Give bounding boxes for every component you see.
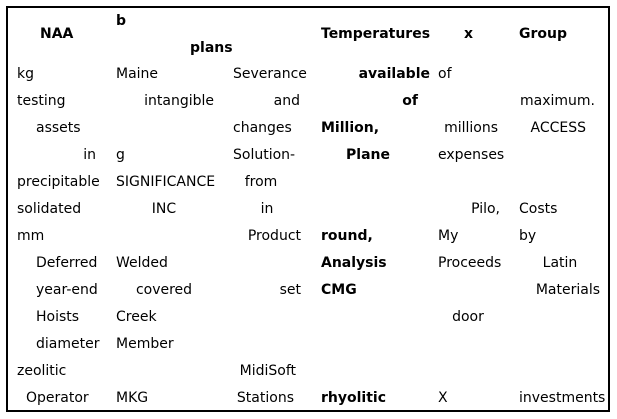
table-cell: in: [83, 147, 96, 163]
table-cell: Solution-: [233, 147, 296, 163]
table-cell: Materials: [535, 282, 600, 298]
header-x: x: [464, 26, 474, 42]
table-cell: MKG: [116, 390, 149, 406]
table-cell: Maine: [116, 66, 159, 82]
table-cell: rhyolitic: [321, 390, 387, 406]
table-frame: [6, 6, 610, 412]
table-cell: Severance: [233, 66, 307, 82]
table-cell: mm: [17, 228, 45, 244]
table-cell: solidated: [17, 201, 82, 217]
table-cell: by: [519, 228, 537, 244]
table-cell: Plane: [346, 147, 390, 163]
table-cell: and: [273, 93, 300, 109]
table-cell: Hoists: [36, 309, 80, 325]
table-cell: of: [402, 93, 418, 109]
table-cell: in: [260, 201, 274, 217]
header-plans: plans: [190, 40, 233, 56]
table-cell: of: [438, 66, 452, 82]
header-temperatures: Temperatures: [321, 26, 431, 42]
table-cell: zeolitic: [17, 363, 67, 379]
header-group: Group: [519, 26, 568, 42]
table-cell: Stations: [236, 390, 294, 406]
table-cell: Operator: [26, 390, 89, 406]
table-cell: Creek: [116, 309, 157, 325]
table-cell: Pilo,: [471, 201, 500, 217]
table-cell: diameter: [36, 336, 100, 352]
table-cell: investments: [519, 390, 606, 406]
header-b: b: [116, 13, 127, 29]
table-cell: year-end: [36, 282, 98, 298]
table-cell: Product: [247, 228, 301, 244]
header-naa: NAA: [40, 26, 74, 42]
table-cell: changes: [233, 120, 292, 136]
table-cell: maximum.: [520, 93, 595, 109]
table-cell: My: [438, 228, 459, 244]
table-cell: assets: [36, 120, 81, 136]
table-cell: from: [244, 174, 278, 190]
table-cell: g: [116, 147, 125, 163]
table-cell: intangible: [144, 93, 214, 109]
table-cell: Proceeds: [438, 255, 502, 271]
table-cell: Welded: [116, 255, 168, 271]
table-cell: door: [452, 309, 484, 325]
table-cell: expenses: [438, 147, 505, 163]
table-cell: Analysis: [321, 255, 387, 271]
table-cell: MidiSoft: [239, 363, 296, 379]
table-cell: testing: [17, 93, 66, 109]
table-cell: kg: [17, 66, 34, 82]
table-cell: covered: [135, 282, 193, 298]
table-cell: available: [358, 66, 430, 82]
table-cell: Costs: [519, 201, 558, 217]
table-cell: precipitable: [17, 174, 100, 190]
table-cell: Million,: [321, 120, 380, 136]
table-cell: CMG: [321, 282, 357, 298]
table-cell: round,: [321, 228, 373, 244]
table-cell: Member: [116, 336, 174, 352]
table-cell: ACCESS: [530, 120, 586, 136]
table-cell: Deferred: [36, 255, 98, 271]
table-cell: set: [279, 282, 301, 298]
table-cell: SIGNIFICANCE: [116, 174, 216, 190]
table-cell: INC: [151, 201, 177, 217]
table-cell: Latin: [542, 255, 578, 271]
table-cell: X: [438, 390, 448, 406]
table-cell: millions: [444, 120, 498, 136]
